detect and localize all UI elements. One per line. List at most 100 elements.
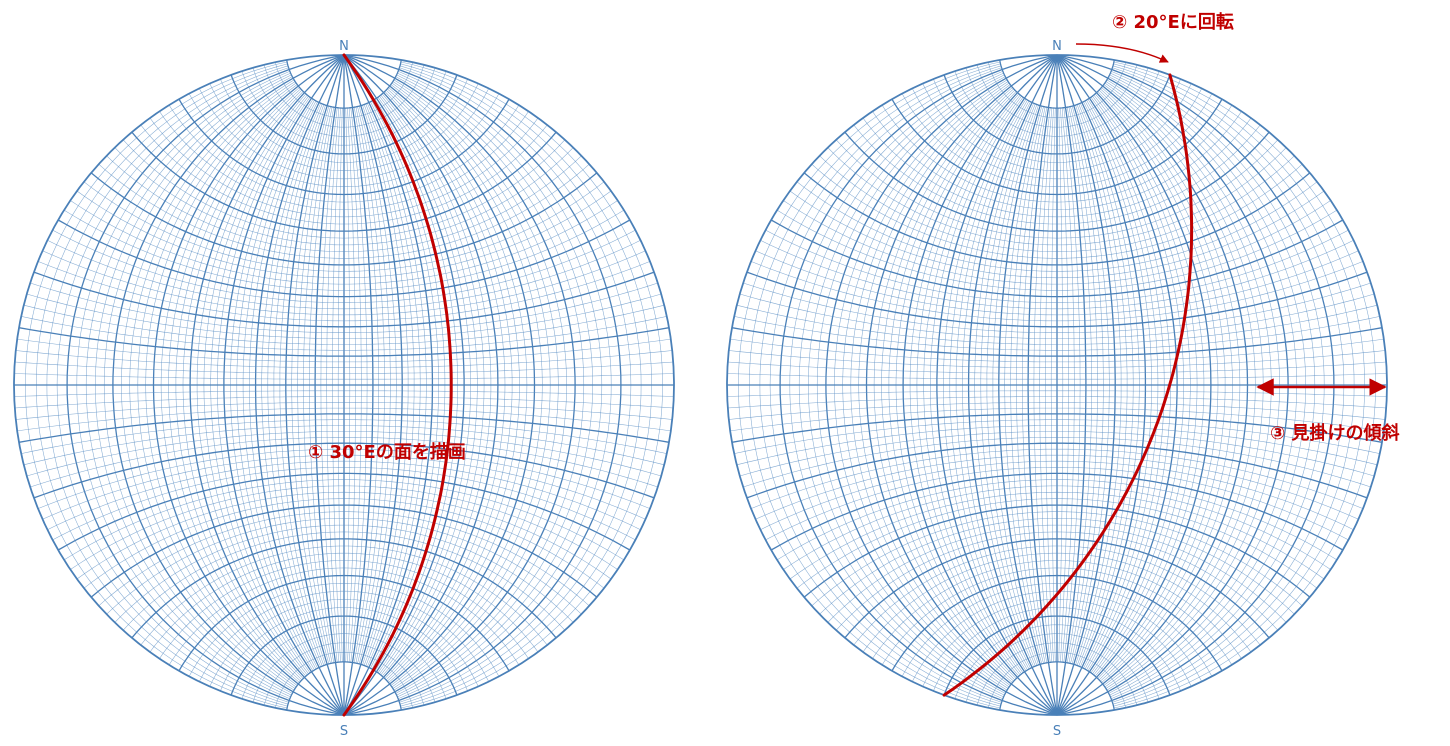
parallel-line [783, 485, 1331, 570]
parallel-line [755, 454, 1359, 520]
parallel-line [42, 250, 646, 316]
parallel-line [819, 518, 1295, 615]
parallel-line [988, 651, 1126, 708]
parallel-line [83, 498, 605, 589]
parallel-line [149, 117, 539, 218]
parallel-line [52, 467, 636, 541]
parallel-line [33, 271, 655, 328]
parallel-line [750, 448, 1364, 509]
parallel-line [188, 93, 500, 187]
parallel-line [789, 491, 1325, 580]
right-annotation-rotate: ② 20°Eに回転 [1112, 11, 1234, 33]
right-annotation-apparent-dip: ③ 見掛けの傾斜 [1270, 422, 1400, 444]
parallel-line [188, 583, 500, 677]
left-net-grid [14, 54, 674, 716]
parallel-line [881, 104, 1233, 203]
parallel-line [999, 59, 1115, 109]
parallel-line [106, 155, 582, 252]
parallel-line [746, 442, 1368, 499]
parallel-line [15, 350, 673, 368]
parallel-line [954, 71, 1160, 146]
right-great-circle-rotated [942, 73, 1194, 697]
parallel-line [230, 74, 458, 155]
parallel-line [83, 181, 605, 272]
parallel-line [42, 454, 646, 520]
parallel-line [199, 88, 489, 180]
parallel-line [106, 518, 582, 615]
parallel-line [796, 181, 1318, 272]
parallel-line [811, 511, 1303, 607]
parallel-line [52, 229, 636, 303]
parallel-line [727, 373, 1387, 380]
parallel-line [770, 219, 1344, 298]
parallel-line [47, 240, 641, 310]
parallel-line [736, 304, 1378, 345]
parallel-line [789, 190, 1325, 279]
parallel-line [746, 271, 1368, 328]
parallel-line [954, 624, 1160, 699]
parallel-line [901, 583, 1213, 677]
parallel-line [796, 498, 1318, 589]
parallel-line [63, 479, 625, 561]
parallel-line [23, 425, 665, 466]
left-north-label: N [339, 39, 349, 54]
parallel-line [912, 590, 1202, 682]
parallel-line [57, 472, 631, 551]
parallel-line [730, 407, 1384, 432]
parallel-line [140, 545, 548, 646]
parallel-line [30, 437, 658, 488]
parallel-line [765, 467, 1349, 541]
parallel-line [844, 131, 1270, 232]
parallel-line [17, 407, 671, 432]
parallel-line [275, 651, 413, 708]
parallel-line [734, 316, 1380, 351]
parallel-line [901, 93, 1213, 187]
parallel-line [844, 538, 1270, 639]
parallel-line [76, 491, 612, 580]
parallel-line [21, 316, 667, 351]
parallel-line [23, 304, 665, 345]
parallel-line [853, 124, 1261, 225]
parallel-line [872, 111, 1242, 210]
parallel-line [15, 402, 673, 420]
parallel-line [286, 59, 402, 109]
parallel-line [965, 67, 1149, 137]
parallel-line [21, 419, 667, 454]
parallel-line [827, 524, 1287, 623]
parallel-line [743, 437, 1371, 488]
parallel-line [122, 531, 566, 631]
parallel-line [122, 139, 566, 239]
parallel-line [241, 71, 447, 146]
parallel-line [933, 607, 1181, 692]
parallel-line [26, 293, 662, 339]
parallel-line [209, 83, 479, 171]
parallel-line [943, 615, 1171, 696]
parallel-line [76, 190, 612, 279]
parallel-line [912, 88, 1202, 180]
parallel-line [730, 338, 1384, 363]
parallel-line [18, 327, 670, 357]
parallel-line [131, 538, 557, 639]
parallel-line [776, 209, 1338, 291]
parallel-line [988, 62, 1126, 119]
right-north-label: N [1052, 39, 1062, 54]
parallel-line [230, 615, 458, 696]
parallel-line [933, 78, 1181, 163]
parallel-line [14, 390, 674, 397]
parallel-line [765, 229, 1349, 303]
right-net-outline [726, 54, 1388, 716]
parallel-line [976, 642, 1138, 706]
parallel-line [728, 402, 1386, 420]
parallel-line [783, 200, 1331, 285]
parallel-line [178, 98, 510, 196]
parallel-line [286, 661, 402, 711]
parallel-line [727, 396, 1387, 409]
parallel-line [131, 131, 557, 232]
parallel-line [90, 504, 598, 598]
parallel-line [30, 282, 658, 333]
parallel-line [755, 250, 1359, 316]
parallel-line [736, 425, 1378, 466]
parallel-line [734, 419, 1380, 454]
parallel-line [770, 472, 1344, 551]
